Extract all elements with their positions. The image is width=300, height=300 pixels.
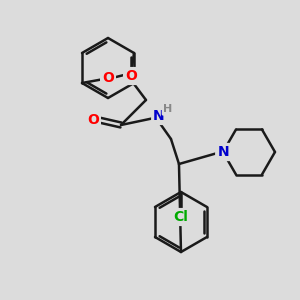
Text: Cl: Cl: [173, 210, 188, 224]
Text: N: N: [153, 109, 165, 123]
Text: O: O: [102, 71, 114, 85]
Text: O: O: [125, 69, 137, 83]
Text: H: H: [164, 104, 172, 114]
Text: N: N: [217, 145, 229, 159]
Text: O: O: [87, 113, 99, 127]
Text: N: N: [218, 145, 230, 159]
